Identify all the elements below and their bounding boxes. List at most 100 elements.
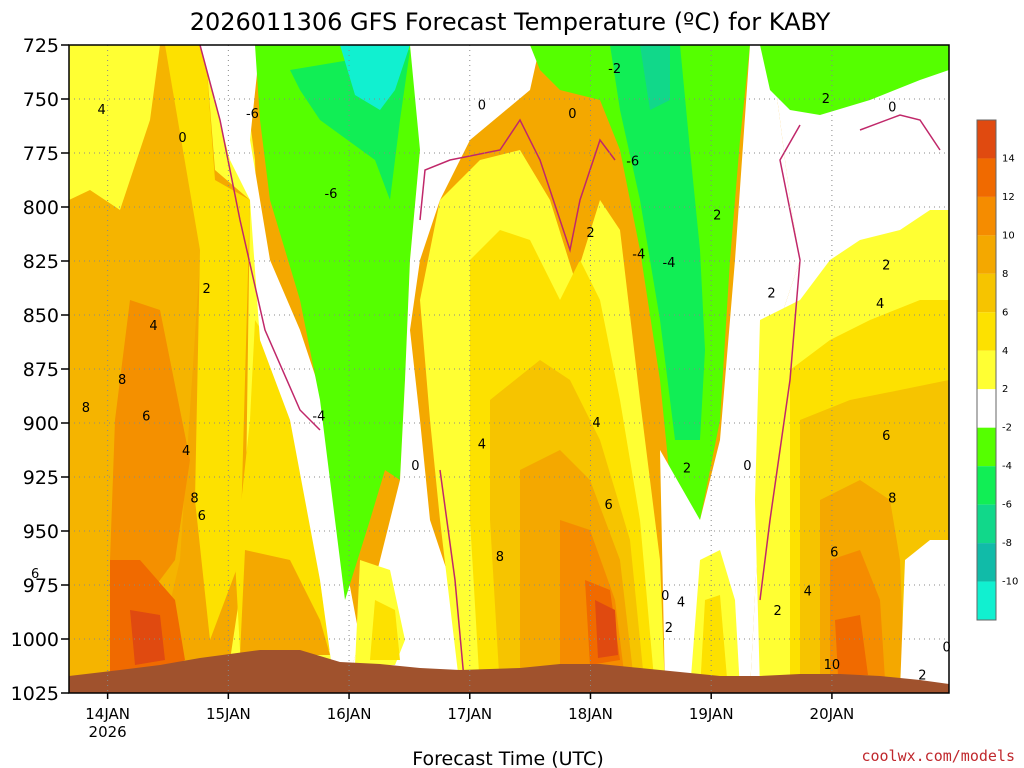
contour-label: 6 [142,410,150,425]
colorbar-label: -8 [1002,538,1012,549]
y-tick-label: 900 [23,413,59,435]
colorbar-label: -4 [1002,461,1012,472]
contour-label: 2 [773,604,781,619]
contour-label: -6 [324,187,337,202]
contour-label: -2 [608,62,621,77]
contour-label: 2 [918,669,926,684]
contour-label: -6 [246,107,259,122]
x-year-label: 2026 [89,723,127,741]
y-tick-label: 750 [23,89,59,111]
x-axis: 14JAN 15JAN 16JAN 17JAN 18JAN 19JAN 20JAN 2026 [85,693,854,741]
y-tick-label: 825 [23,251,59,273]
colorbar-label: 6 [1002,307,1008,318]
contour-label: 2 [586,226,594,241]
y-tick-label: 850 [23,305,59,327]
colorbar-swatch [977,350,996,390]
y-tick-label: 800 [23,197,59,219]
contour-label: 4 [182,444,190,459]
contour-label: 4 [677,595,685,610]
contour-label: 4 [592,416,600,431]
x-tick-label: 17JAN [447,705,492,723]
contour-label: 4 [804,584,812,599]
contour-label: 0 [661,589,669,604]
contour-label: 0 [411,459,419,474]
colorbar-label: 8 [1002,269,1008,280]
contour-label: 6 [882,429,890,444]
colorbar-swatch [977,273,996,313]
contour-label: 0 [478,98,486,113]
contour-label: 6 [31,567,39,582]
contour-label: 0 [942,641,950,656]
colorbar-label: -6 [1002,500,1012,511]
y-tick-label: 925 [23,467,59,489]
y-tick-label: 725 [23,35,59,57]
x-axis-title: Forecast Time (UTC) [412,748,603,768]
colorbar-swatch [977,158,996,197]
contour-label: 8 [888,492,896,507]
contour-label: 0 [178,131,186,146]
x-tick-label: 19JAN [689,705,734,723]
contour-label: 2 [882,258,890,273]
contour-label: 8 [82,401,90,416]
colorbar-label: -10 [1002,577,1018,588]
contour-label: 10 [824,658,841,673]
colorbar-frame [976,119,997,621]
credit-text: coolwx.com/models [861,747,1015,765]
colorbar-label: 14 [1002,153,1015,164]
y-tick-label: 875 [23,359,59,381]
contour-label: 8 [496,550,504,565]
y-axis: 725 750 775 800 825 850 875 900 925 950 975 1000 102… [11,35,69,705]
contour-label: 2 [202,282,210,297]
contour-label: 4 [478,438,486,453]
x-tick-label: 16JAN [327,705,372,723]
colorbar-swatch [977,312,996,351]
contour-label: 4 [97,103,105,118]
colorbar-swatch [977,466,996,505]
contour-label: -4 [312,410,325,425]
contour-label: 6 [198,509,206,524]
y-tick-label: 975 [23,575,59,597]
colorbar-label: 10 [1002,230,1015,241]
contour-label: 2 [683,461,691,476]
colorbar-swatch [977,427,996,467]
colorbar: 14 12 10 8 6 4 2 -2 -4 -6 -8 -10 [976,119,1018,621]
contour-label: 8 [190,492,198,507]
contour-label: -6 [626,155,639,170]
x-tick-label: 15JAN [206,705,251,723]
colorbar-label: 12 [1002,192,1015,203]
colorbar-swatch [977,196,996,236]
colorbar-swatch [977,120,996,159]
y-tick-label: 1025 [11,683,59,705]
contour-label: 4 [876,297,884,312]
colorbar-label: 4 [1002,346,1008,357]
contour-label: -4 [632,248,645,263]
y-tick-label: 1000 [11,629,59,651]
colorbar-swatch [977,504,996,544]
x-tick-label: 18JAN [568,705,613,723]
y-tick-label: 950 [23,521,59,543]
contour-label: 0 [568,107,576,122]
colorbar-swatch [977,543,996,582]
contour-label: 6 [830,546,838,561]
colorbar-swatch [977,581,996,620]
colorbar-label: 2 [1002,384,1008,395]
contour-label: 2 [713,209,721,224]
contour-label: -4 [662,256,675,271]
contour-label: 0 [743,459,751,474]
contour-label: 8 [118,373,126,388]
grid [69,45,949,693]
colorbar-label: -2 [1002,423,1012,434]
colorbar-swatch [977,235,996,274]
contour-label: 0 [888,101,896,116]
colorbar-swatch [977,389,996,428]
contour-label: 6 [604,498,612,513]
contour-label: 2 [665,621,673,636]
contour-label: 2 [822,92,830,107]
y-tick-label: 775 [23,143,59,165]
x-tick-label: 20JAN [810,705,855,723]
x-tick-label: 14JAN [85,705,130,723]
contour-label: 2 [767,286,775,301]
chart-title: 2026011306 GFS Forecast Temperature (ºC)… [190,8,831,36]
